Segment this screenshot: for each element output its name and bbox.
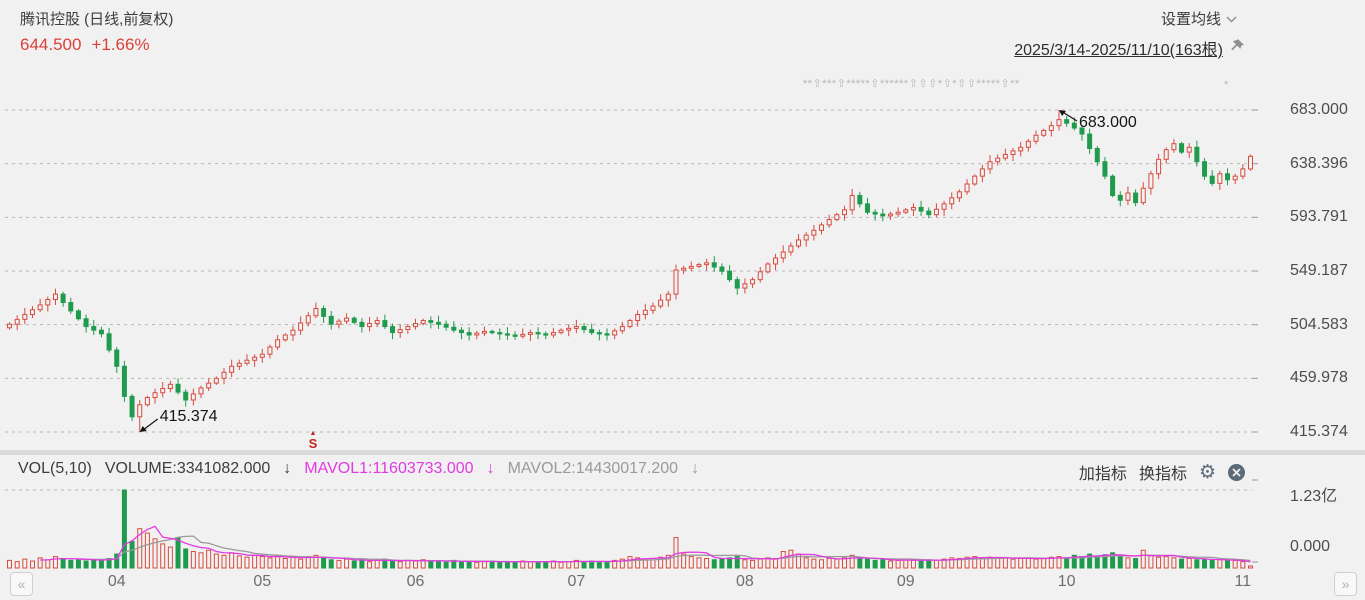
price-axis-label: 683.000 — [1290, 101, 1348, 118]
x-axis-month-label: 07 — [567, 573, 586, 590]
chart-plot-area[interactable] — [0, 60, 1260, 570]
price-annotation: 683.000 — [1078, 114, 1137, 131]
price-annotation: 415.374 — [159, 408, 218, 425]
mavol2-down-arrow-icon: ↓ — [691, 460, 700, 477]
x-axis-month-label: 08 — [736, 573, 754, 590]
volume-down-arrow-icon: ↓ — [283, 460, 292, 477]
volume-axis-label: 1.23亿 — [1290, 488, 1338, 505]
chevron-down-icon — [1226, 10, 1237, 27]
dividend-s-marker[interactable]: ▲ S — [305, 430, 321, 450]
volume-legend: VOL(5,10) VOLUME:3341082.000 ↓ MAVOL1:11… — [18, 460, 699, 478]
x-axis-month-label: 10 — [1057, 573, 1076, 590]
volume-bars-group — [7, 489, 1253, 569]
add-indicator-button[interactable]: 加指标 — [1078, 466, 1127, 483]
ma-settings-label: 设置均线 — [1160, 11, 1221, 28]
ma-settings-button[interactable]: 设置均线 — [1161, 8, 1237, 29]
event-marker-row[interactable]: **⇧***⇧*****⇧******⇧⇧⇧*⇧*⇧⇧*****⇧** — [803, 78, 1020, 90]
mavol1-value: MAVOL1:11603733.000 — [304, 460, 474, 477]
price-axis-label: 459.978 — [1290, 369, 1348, 387]
stock-title: 腾讯控股 (日线,前复权) — [20, 11, 174, 28]
date-range-row[interactable]: 2025/3/14-2025/11/10(163根) — [1014, 36, 1245, 60]
close-icon[interactable] — [1228, 463, 1245, 481]
s-marker-arrow-icon: ▲ — [309, 430, 317, 437]
x-axis-month-label: 09 — [896, 573, 915, 590]
price-axis-label: 549.187 — [1290, 262, 1348, 279]
volume-axis-label: 0.000 — [1290, 538, 1331, 555]
scroll-right-button[interactable]: » — [1334, 572, 1357, 596]
event-marker-single[interactable]: * — [1224, 79, 1229, 91]
switch-indicator-button[interactable]: 换指标 — [1138, 466, 1187, 483]
price-axis-label: 638.396 — [1290, 154, 1348, 172]
x-axis-month-label: 11 — [1234, 573, 1252, 590]
price-axis-label: 593.791 — [1290, 208, 1348, 226]
price-quote-row: 644.500 +1.66% — [20, 35, 160, 55]
gear-icon[interactable]: ⚙ — [1198, 461, 1216, 483]
vol-indicator-label: VOL(5,10) — [18, 460, 92, 477]
mavol1-line — [40, 525, 1251, 563]
volume-value: VOLUME:3341082.000 — [104, 460, 271, 477]
pin-icon[interactable] — [1229, 38, 1245, 59]
panel-separator — [0, 450, 1365, 455]
date-range-link[interactable]: 2025/3/14-2025/11/10(163根) — [1014, 42, 1223, 59]
price-axis-label: 504.583 — [1290, 315, 1348, 333]
s-marker-label: S — [308, 436, 318, 451]
price-axis-label: 415.374 — [1290, 423, 1348, 440]
x-axis-month-label: 04 — [107, 573, 126, 590]
x-axis-month-label: 05 — [253, 573, 272, 590]
scroll-left-button[interactable]: « — [10, 572, 33, 596]
indicator-toolbar: 加指标 换指标 ⚙ — [1079, 460, 1245, 484]
mavol1-down-arrow-icon: ↓ — [486, 460, 495, 477]
mavol2-value: MAVOL2:14430017.200 — [507, 460, 679, 477]
candles-group — [7, 110, 1253, 432]
change-percent: +1.66% — [91, 35, 150, 54]
last-price: 644.500 — [20, 35, 82, 54]
x-axis-month-label: 06 — [406, 573, 425, 590]
